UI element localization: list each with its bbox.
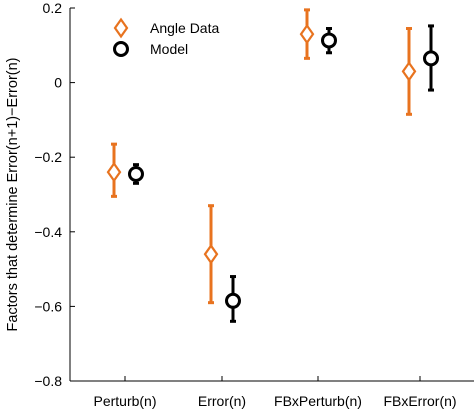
- y-tick-label: −0.6: [34, 298, 62, 314]
- y-tick-label: −0.2: [34, 149, 62, 165]
- diamond-point: [401, 61, 417, 82]
- circle-point: [128, 165, 144, 182]
- x-tick-label: Perturb(n): [93, 393, 156, 409]
- y-tick-label: 0.2: [43, 0, 63, 16]
- legend-diamond-marker: [113, 17, 129, 39]
- y-tick-label: 0: [54, 75, 62, 91]
- diamond-point: [299, 23, 315, 45]
- y-tick-label: −0.8: [34, 373, 62, 389]
- y-axis-label: Factors that determine Error(n+1)−Error(…: [5, 58, 21, 332]
- legend-label: Model: [150, 41, 188, 57]
- x-tick-label: FBxError(n): [383, 393, 456, 409]
- legend: Angle Data Model: [113, 17, 219, 57]
- legend-circle-marker: [113, 41, 129, 57]
- x-tick-label: Error(n): [198, 393, 246, 409]
- y-tick-label: −0.4: [34, 224, 62, 240]
- chart-marks: [106, 8, 439, 323]
- circle-point: [321, 32, 337, 49]
- diamond-point: [106, 161, 122, 183]
- axes: 0.2 0 −0.2 −0.4 −0.6 −0.8 Perturb(n) Error(n) FB…: [34, 0, 474, 409]
- circle-point: [225, 292, 241, 309]
- legend-label: Angle Data: [150, 20, 219, 36]
- circle-point: [423, 50, 439, 67]
- diamond-point: [203, 243, 219, 265]
- x-tick-label: FBxPerturb(n): [274, 393, 362, 409]
